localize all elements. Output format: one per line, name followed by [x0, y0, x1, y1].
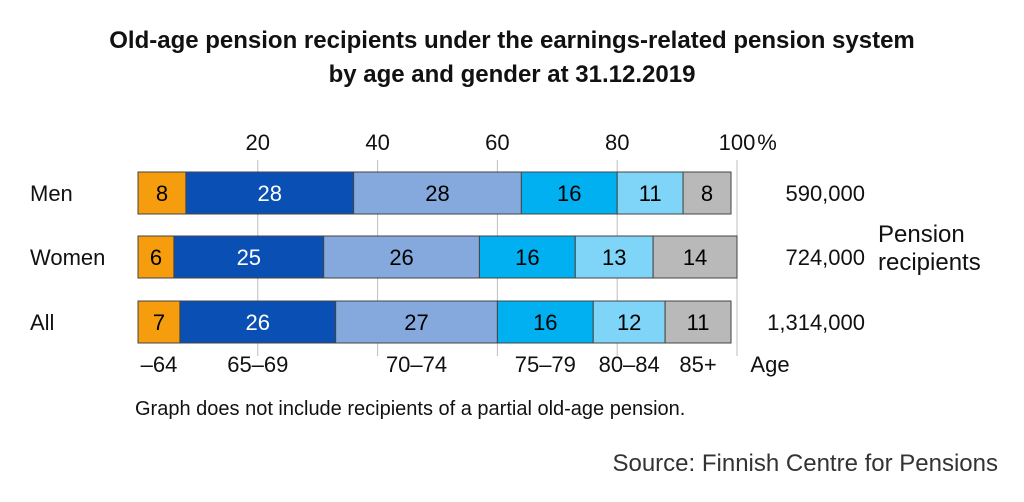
stacked-bar-chart: 20 40 60 80 100 % Men 8 28 28 16 11 8 590,000 Women 6 25… [30, 130, 865, 377]
bar-men-seg-4 [616, 171, 684, 215]
data-label-men-0: 8 [156, 181, 168, 206]
pension-recipients-line1: Pension [878, 221, 965, 248]
data-label-all-3: 16 [533, 310, 557, 335]
x-tick-label-100: 100 [719, 130, 756, 155]
bar-women-seg-0 [137, 235, 175, 279]
bar-all-seg-0 [137, 300, 181, 344]
bar-men-seg-5 [682, 171, 732, 215]
data-label-all-2: 27 [404, 310, 428, 335]
data-label-men-4: 11 [639, 181, 662, 206]
age-group-label-4: 80–84 [599, 352, 660, 377]
bar-women-seg-3 [478, 235, 576, 279]
data-label-all-0: 7 [153, 310, 165, 335]
pension-recipients-label: Pension recipients [878, 221, 981, 277]
chart-title: Old-age pension recipients under the ear… [0, 24, 1024, 92]
data-label-women-1: 25 [237, 245, 261, 270]
data-label-all-1: 26 [246, 310, 270, 335]
x-tick-label-20: 20 [246, 130, 270, 155]
category-label-women: Women [30, 245, 105, 270]
bar-women-seg-2 [323, 235, 480, 279]
chart-note: Graph does not include recipients of a p… [135, 398, 686, 420]
x-tick-label-80: 80 [605, 130, 629, 155]
bar-all-seg-5 [664, 300, 732, 344]
bar-women-seg-5 [652, 235, 738, 279]
total-label-women: 724,000 [785, 245, 865, 270]
chart-source: Source: Finnish Centre for Pensions [612, 450, 998, 477]
age-group-label-1: 65–69 [227, 352, 288, 377]
x-tick-label-40: 40 [365, 130, 389, 155]
bar-all-seg-3 [496, 300, 594, 344]
age-group-label-0: –64 [141, 352, 178, 377]
chart-title-line1: Old-age pension recipients under the ear… [109, 27, 915, 54]
data-label-women-2: 26 [389, 245, 413, 270]
category-label-men: Men [30, 181, 73, 206]
data-label-all-4: 12 [617, 310, 641, 335]
data-label-women-4: 13 [602, 245, 626, 270]
data-label-men-1: 28 [258, 181, 282, 206]
bar-women-seg-4 [574, 235, 654, 279]
bar-all-seg-4 [592, 300, 666, 344]
x-tick-label-60: 60 [485, 130, 509, 155]
age-axis-label: Age [750, 352, 789, 377]
age-group-label-5: 85+ [679, 352, 716, 377]
total-label-men: 590,000 [785, 181, 865, 206]
category-label-all: All [30, 310, 54, 335]
bar-all-seg-2 [335, 300, 498, 344]
data-label-men-3: 16 [557, 181, 581, 206]
age-group-label-2: 70–74 [386, 352, 447, 377]
bar-men-seg-0 [137, 171, 187, 215]
bar-men-seg-1 [185, 171, 355, 215]
bar-all-seg-1 [179, 300, 337, 344]
data-label-women-0: 6 [150, 245, 162, 270]
age-group-label-3: 75–79 [515, 352, 576, 377]
data-label-men-2: 28 [425, 181, 449, 206]
bar-men-seg-3 [520, 171, 618, 215]
data-label-women-3: 16 [515, 245, 539, 270]
data-label-men-5: 8 [701, 181, 713, 206]
data-label-all-5: 11 [687, 310, 710, 335]
x-unit-label: % [757, 130, 777, 155]
pension-recipients-line2: recipients [878, 249, 981, 276]
chart-title-line2: by age and gender at 31.12.2019 [328, 61, 696, 88]
total-label-all: 1,314,000 [767, 310, 865, 335]
data-label-women-5: 14 [683, 245, 707, 270]
